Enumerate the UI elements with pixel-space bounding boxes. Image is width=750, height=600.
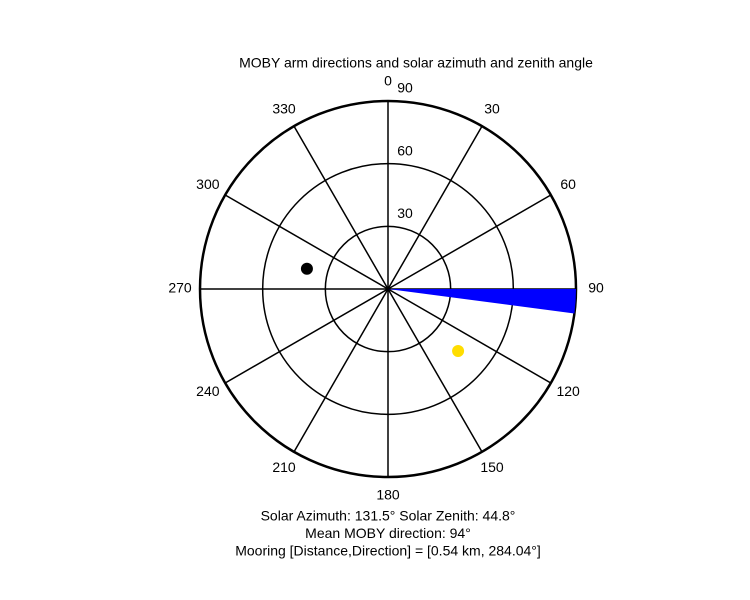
spoke xyxy=(293,125,389,290)
spoke xyxy=(387,288,483,453)
theta-tick-label: 300 xyxy=(196,176,220,192)
annotation: Solar Azimuth: 131.5° Solar Zenith: 44.8… xyxy=(261,508,516,524)
theta-tick-label: 330 xyxy=(272,100,296,116)
spoke xyxy=(387,194,552,290)
moby-wedge xyxy=(388,289,576,314)
theta-tick-label: 210 xyxy=(272,459,296,475)
theta-tick-label: 60 xyxy=(560,176,576,192)
theta-tick-label: 270 xyxy=(168,280,192,296)
theta-tick-label: 120 xyxy=(556,383,580,399)
chart-title: MOBY arm directions and solar azimuth an… xyxy=(239,55,593,71)
theta-tick-label: 240 xyxy=(196,383,220,399)
annotation: Mooring [Distance,Direction] = [0.54 km,… xyxy=(235,543,541,559)
theta-tick-label: 90 xyxy=(588,280,604,296)
spoke xyxy=(387,288,552,384)
theta-tick-label: 30 xyxy=(484,100,500,116)
spoke xyxy=(387,125,483,290)
spoke xyxy=(293,288,389,453)
annotation: Mean MOBY direction: 94° xyxy=(305,525,471,541)
point xyxy=(452,345,465,358)
spoke xyxy=(224,288,389,384)
radial-tick-label: 30 xyxy=(397,205,413,221)
point xyxy=(300,262,313,275)
theta-tick-label: 0 xyxy=(384,73,392,89)
radial-tick-label: 60 xyxy=(397,142,413,158)
spoke xyxy=(224,194,389,290)
radial-tick-label: 90 xyxy=(397,80,413,96)
theta-tick-label: 150 xyxy=(480,459,504,475)
theta-tick-label: 180 xyxy=(376,487,400,503)
